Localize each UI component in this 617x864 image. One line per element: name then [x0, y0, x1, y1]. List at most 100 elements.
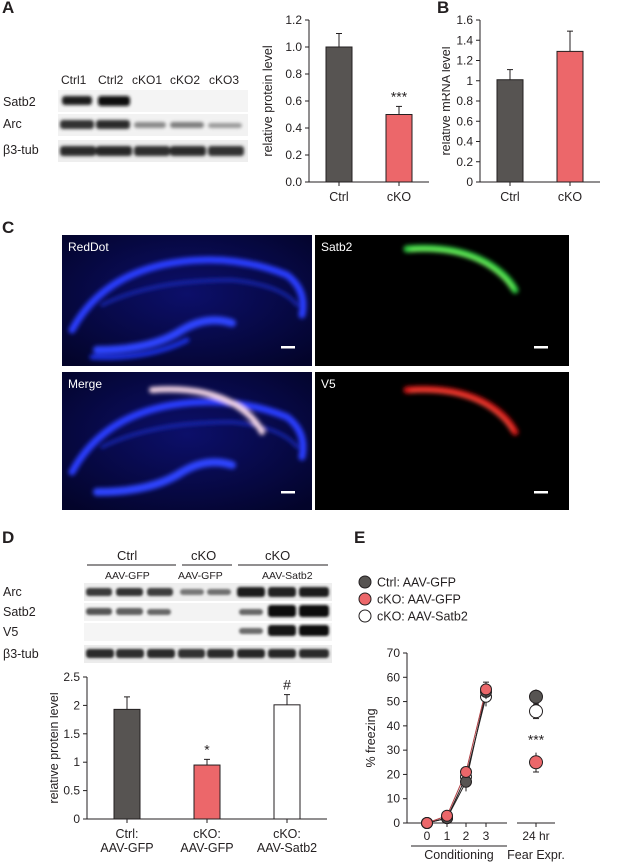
significance-label: ***: [528, 731, 545, 747]
blot-d-group-label: cKO: [191, 548, 217, 563]
blot-a-lane-label: cKO1: [132, 73, 163, 87]
series-line: [426, 696, 487, 824]
bar: [113, 708, 141, 820]
blot-d-row-label: V5: [3, 625, 19, 639]
legend-marker: [358, 592, 372, 606]
blot-d-subgroup-label: AAV-Satb2: [262, 570, 313, 582]
blot-a-image: [58, 90, 248, 162]
data-point: [460, 766, 472, 778]
micrograph-label: Satb2: [321, 240, 353, 254]
series-line: [426, 691, 487, 824]
legend-label: cKO: AAV-Satb2: [377, 610, 468, 624]
panel-label-b: B: [437, 0, 450, 17]
y-tick-label: 70: [387, 646, 401, 660]
y-axis-label: % freezing: [364, 708, 378, 767]
y-tick-label: 1: [466, 74, 473, 88]
x-tick-label: cKO:: [273, 827, 301, 841]
x-tick-label: AAV-Satb2: [257, 841, 317, 855]
x-tick-label: cKO:: [193, 827, 221, 841]
blot-a-row-label: β3-tub: [3, 143, 39, 157]
chart-a: 0.0 0.2 0.4 0.6 0.8 1.0 1.2 relative protein le…: [262, 13, 429, 204]
legend-label: Ctrl: AAV-GFP: [377, 576, 456, 590]
y-tick-label: 40: [387, 719, 401, 733]
y-tick-label: 30: [387, 743, 401, 757]
y-tick-label: 1.0: [285, 40, 302, 54]
blot-a-lane-label: cKO3: [209, 73, 240, 87]
x-tick-label: 1: [444, 829, 451, 843]
x-group-label: Conditioning: [424, 848, 494, 862]
panel-label-e: E: [354, 528, 366, 547]
significance-label: ***: [391, 88, 408, 104]
y-tick-label: 1: [73, 755, 80, 769]
y-tick-label: 0: [73, 812, 80, 826]
data-point: [480, 683, 492, 696]
y-tick-label: 0.2: [285, 148, 302, 162]
x-tick-label: Ctrl: [500, 190, 519, 204]
blot-a-lane-label: Ctrl2: [98, 73, 124, 87]
significance-label: #: [283, 677, 291, 693]
y-tick-label: 0.4: [456, 135, 473, 149]
y-tick-label: 2: [73, 698, 80, 712]
y-axis-label: relative protein level: [50, 692, 61, 803]
x-tick-label: Ctrl:: [116, 827, 139, 841]
y-tick-label: 10: [387, 792, 401, 806]
bar: [193, 764, 221, 820]
legend-label: cKO: AAV-GFP: [377, 593, 461, 607]
data-point: [529, 755, 543, 770]
panel-label-c: C: [2, 218, 15, 237]
y-tick-label: 0.8: [456, 94, 473, 108]
x-tick-label: cKO: [387, 190, 412, 204]
bar: [496, 79, 524, 183]
y-axis-label: relative protein level: [262, 45, 275, 156]
micrograph-label: Merge: [68, 377, 103, 391]
y-tick-label: 0.6: [456, 114, 473, 128]
blot-d-row-label: Arc: [3, 585, 22, 599]
x-tick-label: cKO: [558, 190, 583, 204]
y-tick-label: 1.2: [285, 13, 302, 27]
micrograph-reddot: RedDot: [62, 235, 312, 366]
data-point: [529, 704, 543, 719]
y-tick-label: 0.6: [285, 94, 302, 108]
blot-d-group-label: cKO: [265, 548, 291, 563]
significance-label: *: [204, 741, 210, 757]
bar: [273, 704, 301, 820]
x-tick-label: AAV-GFP: [100, 841, 153, 855]
y-tick-label: 0.2: [456, 155, 473, 169]
x-group-label: Fear Expr.: [507, 848, 565, 862]
y-axis-label: relative mRNA level: [442, 46, 453, 155]
blot-d-row-label: Satb2: [3, 605, 36, 619]
bar: [556, 50, 584, 183]
y-tick-label: 20: [387, 767, 401, 781]
y-tick-label: 1.4: [456, 33, 473, 47]
y-tick-label: 2.5: [63, 670, 80, 684]
bar: [325, 46, 353, 183]
blot-d-group-lines: [87, 564, 328, 566]
x-tick-label: 0: [424, 829, 431, 843]
micrograph-label: V5: [321, 377, 336, 391]
y-tick-label: 0.5: [63, 784, 80, 798]
y-tick-label: 60: [387, 670, 401, 684]
y-tick-label: 50: [387, 695, 401, 709]
blot-a-lane-label: Ctrl1: [61, 73, 87, 87]
y-tick-label: 0.0: [285, 175, 302, 189]
blot-d-group-label: Ctrl: [117, 548, 138, 563]
panel-label-a: A: [2, 0, 15, 17]
blot-d-subgroup-label: AAV-GFP: [178, 570, 223, 582]
y-tick-label: 1.6: [456, 13, 473, 27]
blot-a-row-label: Satb2: [3, 95, 36, 109]
x-tick-label: AAV-GFP: [180, 841, 233, 855]
chart-b: 0 0.2 0.4 0.6 0.8 1 1.2 1.4 1.6 relative mRNA lev…: [442, 13, 600, 204]
x-tick-label: 24 hr: [522, 829, 549, 843]
x-tick-label: 2: [463, 829, 470, 843]
blot-d-subgroup-label: AAV-GFP: [105, 570, 150, 582]
y-tick-label: 0: [466, 175, 473, 189]
micrograph-merge: Merge: [62, 372, 312, 510]
blot-a-lane-label: cKO2: [170, 73, 201, 87]
data-point: [441, 809, 453, 822]
legend-marker: [358, 575, 372, 589]
blot-d-row-label: β3-tub: [3, 647, 39, 661]
micrograph-v5: V5: [315, 372, 569, 510]
y-tick-label: 0: [393, 816, 400, 830]
data-point: [421, 817, 433, 829]
